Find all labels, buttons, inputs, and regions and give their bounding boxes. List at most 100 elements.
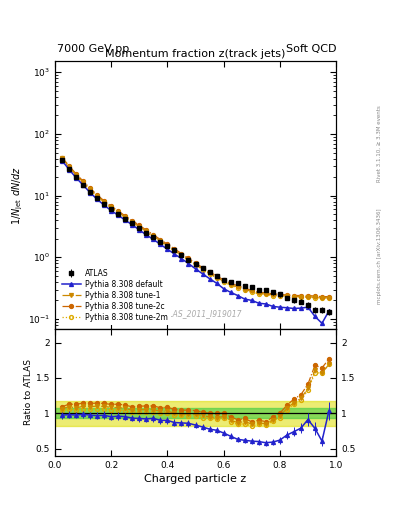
Pythia 8.308 tune-2m xyxy=(88,187,92,194)
Pythia 8.308 tune-1 xyxy=(88,186,92,193)
Pythia 8.308 tune-1 xyxy=(207,270,212,276)
Pythia 8.308 tune-2c xyxy=(186,255,191,262)
Pythia 8.308 tune-1 xyxy=(67,163,72,169)
Pythia 8.308 default xyxy=(214,280,219,286)
Y-axis label: Ratio to ATLAS: Ratio to ATLAS xyxy=(24,359,33,425)
Pythia 8.308 tune-2c xyxy=(123,213,128,219)
Pythia 8.308 tune-2m xyxy=(200,267,205,273)
Pythia 8.308 tune-1 xyxy=(165,243,170,249)
Pythia 8.308 tune-1 xyxy=(228,282,233,288)
Pythia 8.308 tune-1 xyxy=(277,292,282,298)
Pythia 8.308 tune-2c xyxy=(263,290,268,296)
Pythia 8.308 default xyxy=(277,304,282,310)
Pythia 8.308 tune-2m xyxy=(299,294,303,301)
Pythia 8.308 tune-2c xyxy=(130,218,135,224)
Pythia 8.308 tune-1 xyxy=(263,291,268,297)
Pythia 8.308 tune-2m xyxy=(186,258,191,264)
Pythia 8.308 tune-1 xyxy=(116,209,121,215)
Pythia 8.308 default xyxy=(285,305,289,311)
Text: ATLAS_2011_I919017: ATLAS_2011_I919017 xyxy=(160,309,242,318)
Pythia 8.308 default xyxy=(200,271,205,277)
Pythia 8.308 tune-2c xyxy=(144,227,149,233)
Pythia 8.308 tune-2m xyxy=(165,243,170,249)
Pythia 8.308 default xyxy=(151,237,156,243)
Pythia 8.308 tune-1 xyxy=(60,155,64,161)
Pythia 8.308 default xyxy=(123,217,128,223)
Pythia 8.308 tune-2m xyxy=(327,295,331,301)
Pythia 8.308 default xyxy=(299,305,303,311)
Pythia 8.308 default xyxy=(137,227,142,233)
Bar xyxy=(55,409,336,418)
Pythia 8.308 tune-1 xyxy=(172,247,177,253)
Pythia 8.308 tune-2c xyxy=(67,163,72,169)
Pythia 8.308 default xyxy=(67,166,72,173)
Text: Soft QCD: Soft QCD xyxy=(286,44,336,54)
Pythia 8.308 default xyxy=(144,232,149,238)
X-axis label: Charged particle z: Charged particle z xyxy=(144,474,247,484)
Pythia 8.308 tune-1 xyxy=(214,274,219,281)
Pythia 8.308 tune-1 xyxy=(123,214,128,220)
Pythia 8.308 tune-1 xyxy=(95,193,99,199)
Pythia 8.308 tune-2m xyxy=(270,292,275,298)
Pythia 8.308 tune-2m xyxy=(292,294,296,301)
Pythia 8.308 tune-2c xyxy=(200,265,205,271)
Pythia 8.308 tune-2c xyxy=(95,192,99,198)
Pythia 8.308 tune-1 xyxy=(327,295,331,301)
Pythia 8.308 default xyxy=(312,313,317,319)
Pythia 8.308 default xyxy=(172,251,177,257)
Line: Pythia 8.308 tune-2m: Pythia 8.308 tune-2m xyxy=(60,157,331,300)
Pythia 8.308 tune-2m xyxy=(137,224,142,230)
Pythia 8.308 default xyxy=(60,158,64,164)
Pythia 8.308 tune-1 xyxy=(186,257,191,263)
Pythia 8.308 tune-2c xyxy=(74,171,79,177)
Pythia 8.308 tune-1 xyxy=(200,266,205,272)
Pythia 8.308 tune-2m xyxy=(256,291,261,297)
Pythia 8.308 default xyxy=(88,189,92,196)
Pythia 8.308 tune-1 xyxy=(285,293,289,299)
Pythia 8.308 tune-2c xyxy=(116,208,121,214)
Pythia 8.308 tune-2m xyxy=(320,295,324,301)
Pythia 8.308 tune-1 xyxy=(151,233,156,239)
Pythia 8.308 tune-1 xyxy=(179,252,184,258)
Pythia 8.308 tune-1 xyxy=(320,295,324,301)
Pythia 8.308 tune-2m xyxy=(263,291,268,297)
Pythia 8.308 tune-1 xyxy=(81,179,86,185)
Line: Pythia 8.308 default: Pythia 8.308 default xyxy=(60,159,331,325)
Pythia 8.308 tune-2c xyxy=(207,269,212,275)
Pythia 8.308 tune-2m xyxy=(242,287,247,293)
Pythia 8.308 tune-1 xyxy=(256,290,261,296)
Pythia 8.308 tune-1 xyxy=(158,238,163,244)
Pythia 8.308 default xyxy=(270,303,275,309)
Pythia 8.308 tune-1 xyxy=(109,204,114,210)
Pythia 8.308 tune-2m xyxy=(312,295,317,301)
Pythia 8.308 tune-2m xyxy=(130,220,135,226)
Pythia 8.308 default xyxy=(74,175,79,181)
Pythia 8.308 tune-1 xyxy=(306,293,310,300)
Pythia 8.308 tune-2c xyxy=(165,241,170,247)
Pythia 8.308 default xyxy=(186,261,191,267)
Pythia 8.308 tune-2m xyxy=(144,229,149,235)
Y-axis label: $1/N_{\rm jet}\ dN/dz$: $1/N_{\rm jet}\ dN/dz$ xyxy=(11,165,25,225)
Line: Pythia 8.308 tune-2c: Pythia 8.308 tune-2c xyxy=(60,156,331,298)
Pythia 8.308 default xyxy=(320,320,324,326)
Pythia 8.308 default xyxy=(81,182,86,188)
Pythia 8.308 tune-2c xyxy=(250,287,254,293)
Pythia 8.308 default xyxy=(221,286,226,292)
Pythia 8.308 default xyxy=(306,304,310,310)
Pythia 8.308 tune-2m xyxy=(207,271,212,277)
Text: Rivet 3.1.10, ≥ 3.3M events: Rivet 3.1.10, ≥ 3.3M events xyxy=(377,105,382,182)
Bar xyxy=(55,400,336,426)
Text: mcplots.cern.ch [arXiv:1306.3436]: mcplots.cern.ch [arXiv:1306.3436] xyxy=(377,208,382,304)
Title: Momentum fraction z(track jets): Momentum fraction z(track jets) xyxy=(105,49,286,59)
Pythia 8.308 tune-2m xyxy=(109,205,114,211)
Pythia 8.308 tune-1 xyxy=(144,228,149,234)
Pythia 8.308 tune-1 xyxy=(242,286,247,292)
Pythia 8.308 tune-2c xyxy=(88,185,92,191)
Pythia 8.308 tune-2c xyxy=(60,155,64,161)
Pythia 8.308 tune-1 xyxy=(292,293,296,300)
Pythia 8.308 tune-2m xyxy=(95,194,99,200)
Pythia 8.308 tune-2c xyxy=(179,250,184,257)
Pythia 8.308 tune-1 xyxy=(130,219,135,225)
Pythia 8.308 default xyxy=(256,300,261,306)
Pythia 8.308 default xyxy=(116,212,121,218)
